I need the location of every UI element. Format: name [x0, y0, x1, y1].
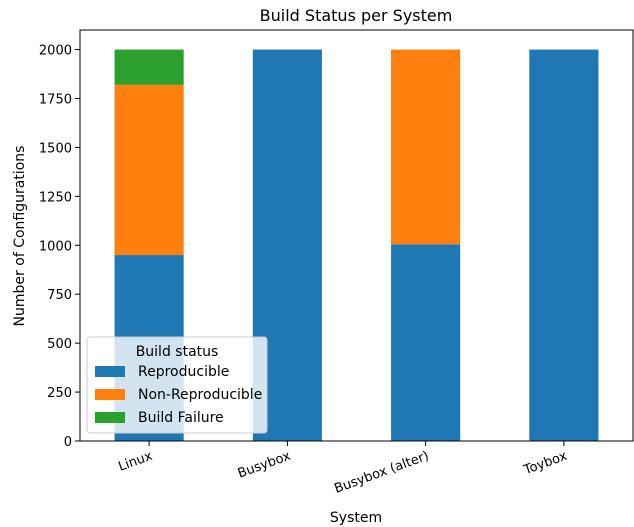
x-axis: Linux Busybox Busybox (alter) Toybox: [116, 441, 570, 497]
x-tick-label: Linux: [116, 449, 154, 475]
legend-swatch: [95, 366, 125, 377]
bars-layer: [114, 49, 599, 441]
y-tick-label: 2000: [39, 44, 72, 59]
x-tick-label: Toybox: [521, 449, 570, 479]
y-axis-label: Number of Configurations: [12, 146, 28, 327]
y-tick-label: 1750: [39, 93, 72, 108]
bar-non-reproducible: [391, 49, 461, 245]
x-tick-label: Busybox (alter): [332, 449, 431, 497]
y-tick-label: 1500: [39, 141, 72, 156]
y-tick-label: 1000: [39, 239, 72, 254]
plot-frame: [79, 29, 634, 442]
bar-reproducible: [391, 244, 461, 441]
y-tick-label: 0: [64, 435, 72, 450]
bar-non-reproducible: [114, 84, 184, 256]
y-axis: 0 250 500 750 1000 1250 1500 1750 2000: [39, 44, 80, 450]
bar-reproducible: [529, 49, 599, 441]
legend-swatch: [95, 389, 125, 400]
legend-box: [86, 336, 268, 434]
y-tick-label: 750: [47, 288, 72, 303]
legend: Build status Reproducible Non-Reproducibl…: [86, 336, 268, 434]
bar-build-failure: [114, 49, 184, 85]
legend-items: Reproducible Non-Reproducible Build Failur…: [95, 364, 262, 426]
y-tick-label: 250: [47, 386, 72, 401]
legend-swatch: [95, 412, 125, 423]
legend-title: Build status: [136, 344, 219, 360]
legend-label: Build Failure: [138, 410, 224, 426]
chart-title: Build Status per System: [260, 6, 453, 25]
x-axis-label: System: [330, 510, 382, 526]
legend-label: Non-Reproducible: [138, 387, 262, 403]
legend-label: Reproducible: [138, 364, 229, 380]
y-tick-label: 1250: [39, 190, 72, 205]
x-tick-label: Busybox: [236, 449, 293, 482]
y-tick-label: 500: [47, 337, 72, 352]
